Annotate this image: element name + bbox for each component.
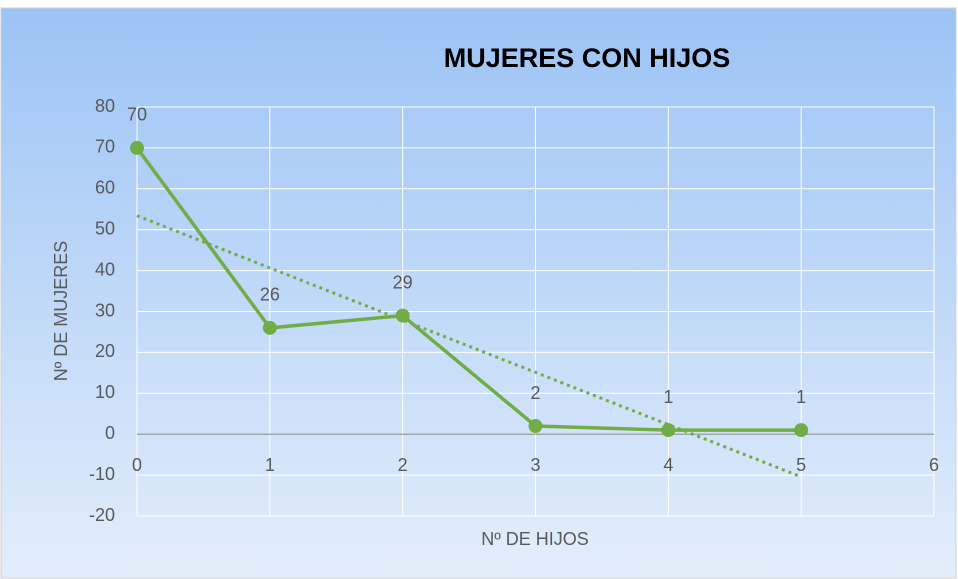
x-tick-label: 3 — [530, 455, 540, 475]
y-tick-label: 0 — [105, 423, 115, 443]
y-tick-label: 50 — [95, 218, 115, 238]
y-axis-label: Nº DE MUJERES — [51, 241, 71, 382]
y-tick-label: 40 — [95, 259, 115, 279]
x-tick-label: 0 — [132, 455, 142, 475]
y-tick-label: 80 — [95, 96, 115, 116]
y-tick-label: 20 — [95, 341, 115, 361]
data-label: 1 — [796, 387, 806, 407]
y-tick-label: 60 — [95, 178, 115, 198]
x-axis-label: Nº DE HIJOS — [481, 529, 589, 549]
data-point — [794, 423, 809, 438]
x-tick-label: 1 — [265, 455, 275, 475]
data-label: 29 — [393, 272, 413, 292]
y-tick-label: 70 — [95, 137, 115, 157]
y-tick-label: 10 — [95, 382, 115, 402]
data-point — [395, 308, 410, 323]
x-tick-label: 2 — [398, 455, 408, 475]
data-point — [130, 140, 144, 155]
series-line — [135, 146, 802, 432]
chart-title: MUJERES CON HIJOS — [444, 43, 731, 73]
data-label: 1 — [663, 387, 673, 407]
data-label: 26 — [260, 285, 280, 305]
x-tick-label: 6 — [929, 455, 939, 475]
plot: 70 26 29 2 1 1 — [127, 105, 809, 479]
chart-background — [0, 7, 957, 579]
y-tick-label: -10 — [89, 464, 115, 484]
grid: -20 -10 0 10 20 30 40 50 60 70 80 0 1 2 3 4 5 6 — [89, 96, 939, 525]
y-tick-label: 30 — [95, 300, 115, 320]
data-label: 70 — [127, 105, 147, 125]
y-tick-label: -20 — [89, 505, 115, 525]
data-point — [528, 419, 543, 434]
data-point — [661, 423, 676, 438]
data-label: 2 — [530, 383, 540, 403]
x-tick-label: 5 — [796, 455, 806, 475]
data-point — [262, 320, 277, 335]
x-tick-label: 4 — [663, 455, 673, 475]
